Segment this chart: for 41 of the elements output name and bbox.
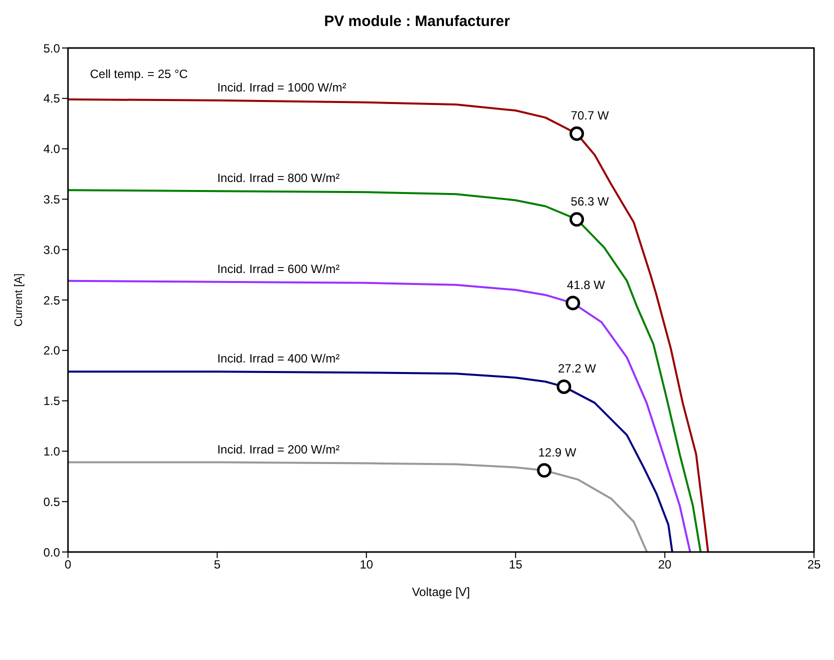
series-label: Incid. Irrad = 400 W/m² <box>217 352 340 366</box>
y-tick-label: 1.0 <box>43 444 60 458</box>
series-label: Incid. Irrad = 1000 W/m² <box>217 80 346 94</box>
y-tick-label: 2.0 <box>43 344 60 358</box>
x-tick-label: 5 <box>214 558 221 572</box>
point <box>536 463 552 478</box>
x-tick-label: 25 <box>807 558 821 572</box>
y-tick-label: 0.5 <box>43 494 60 509</box>
x-axis-title: Voltage [V] <box>412 585 470 599</box>
annotation: 70.7 W <box>570 108 610 123</box>
point <box>566 296 580 310</box>
line-series <box>68 461 648 552</box>
point <box>570 212 584 227</box>
annotation: Cell temp. = 25 °C <box>90 67 188 81</box>
point <box>570 126 584 141</box>
annotation: 12.9 W <box>538 445 577 460</box>
y-tick-label: 5.0 <box>43 41 60 56</box>
chart-title: PV module : Manufacturer <box>323 12 511 32</box>
y-tick-label: 3.5 <box>43 192 60 206</box>
x-tick-label: 20 <box>658 558 672 572</box>
y-tick-label: 4.0 <box>43 142 60 156</box>
line-series <box>68 189 702 552</box>
y-tick-label: 0.0 <box>43 545 60 560</box>
series-label: Incid. Irrad = 800 W/m² <box>217 171 340 186</box>
annotation: 56.3 W <box>570 194 610 208</box>
y-axis-title: Current [A] <box>12 273 25 327</box>
series-label: Incid. Irrad = 200 W/m² <box>217 442 340 456</box>
line-series <box>68 370 674 552</box>
y-tick-label: 3.0 <box>43 242 60 257</box>
x-tick-label: 0 <box>64 558 72 572</box>
y-tick-label: 4.5 <box>43 92 60 106</box>
line-series <box>68 280 692 552</box>
y-tick-label: 1.5 <box>43 394 60 408</box>
line-series <box>68 98 710 552</box>
series-label: Incid. Irrad = 600 W/m² <box>217 262 340 276</box>
y-tick-label: 2.5 <box>43 293 60 308</box>
x-tick-label: 15 <box>508 558 523 572</box>
point <box>556 379 572 394</box>
annotation: 41.8 W <box>566 278 606 292</box>
x-tick-label: 10 <box>360 558 374 572</box>
annotation: 27.2 W <box>558 362 597 376</box>
